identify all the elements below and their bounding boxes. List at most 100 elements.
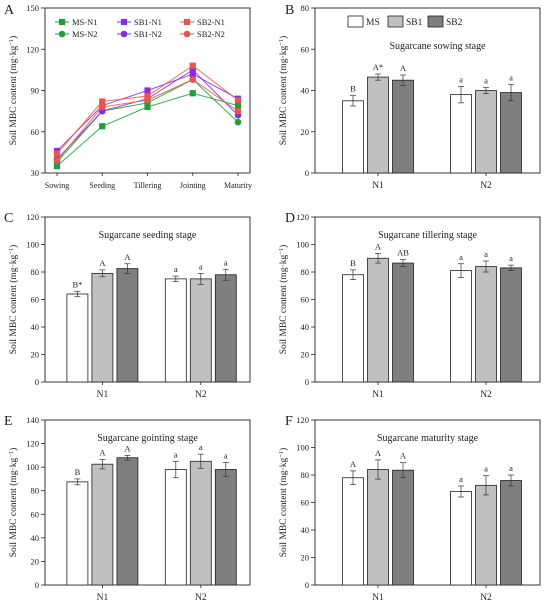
panel-f-title: Sugarcane maturity stage: [377, 433, 479, 444]
panel-b-legend-swatch: [427, 15, 444, 28]
panel-c-letter: C: [4, 211, 13, 226]
panel-c-xtick-label: N2: [195, 390, 207, 400]
panel-e-sig-letter: A: [99, 447, 106, 457]
panel-b-legend-label: SB2: [446, 18, 463, 28]
panel-a-ytick-label: 30: [31, 168, 40, 178]
panel-a-point-ms-n1: [99, 123, 106, 130]
panel-c-bar-sb2-n2: [214, 274, 237, 383]
panel-f-bar-ms-n1: [342, 477, 364, 586]
panel-e-ytick-label: 100: [26, 462, 39, 472]
panel-d-sig-letter: B: [350, 258, 356, 268]
panel-f-sig-letter: a: [459, 474, 463, 484]
panel-e-bar-ms-n2: [164, 469, 187, 586]
panel-a-legend-marker: [58, 18, 66, 26]
panel-d-bar-ms-n1: [342, 274, 364, 383]
panel-b-xtick-label: N2: [480, 181, 492, 191]
panel-c-sig-letter: a: [224, 257, 228, 267]
panel-c-sig-letter: A: [99, 258, 106, 268]
panel-c-ytick-label: 80: [31, 267, 40, 277]
panel-e-ytick-label: 40: [31, 533, 40, 543]
panel-a-ytick-label: 120: [26, 44, 39, 54]
panel-a-legend-label: SB1-N1: [134, 17, 162, 27]
panel-a-legend-marker: [58, 30, 66, 38]
panel-e-ytick-label: 80: [31, 486, 40, 496]
panel-d-xtick-label: N1: [372, 390, 384, 400]
panel-b-title: Sugarcane sowing stage: [389, 41, 486, 52]
panel-d-ytick-label: 100: [296, 240, 309, 250]
panel-a-legend-label: SB2-N1: [197, 17, 225, 27]
panel-b-bar-sb1-n2: [475, 90, 497, 174]
panel-e-ytick-label: 20: [31, 556, 40, 566]
panel-e-bar-sb1-n2: [189, 460, 212, 586]
panel-b-ytick-label: 60: [301, 44, 310, 54]
panel-b-ylabel: Soil MBC content (mg·kg−1): [278, 36, 290, 146]
panel-e-sig-letter: B: [75, 467, 81, 477]
panel-c-ytick-label: 20: [31, 350, 40, 360]
panel-f-sig-letter: a: [509, 463, 513, 473]
panel-a-point-ms-n2: [234, 118, 242, 126]
panel-b-bar-sb2-n2: [500, 92, 522, 174]
panel-f-ytick-label: 120: [296, 415, 309, 425]
panel-c-sig-letter: a: [199, 261, 203, 271]
panel-a-xtick-label: Jointing: [180, 181, 206, 190]
panel-e-bar-ms-n1: [66, 481, 89, 586]
panel-e-xtick-label: N2: [195, 593, 207, 603]
panel-d-ytick-label: 120: [296, 212, 309, 222]
panel-c-ylabel: Soil MBC content (mg·kg−1): [8, 245, 20, 355]
panel-a-point-sb2-n2: [144, 96, 151, 104]
panel-f-xtick-label: N1: [372, 593, 384, 603]
panel-e-ylabel: Soil MBC content (mg·kg−1): [8, 448, 20, 558]
panel-a-series-line-sb1-n1: [56, 73, 239, 152]
panel-b-ytick-label: 80: [301, 3, 310, 13]
panel-a-point-sb2-n2: [234, 107, 242, 115]
panel-c-bar-sb1-n2: [189, 278, 212, 383]
panel-f-bar-sb2-n2: [500, 480, 522, 586]
panel-a-ytick-label: 150: [26, 3, 39, 13]
panel-a-ylabel: Soil MBC content (mg·kg−1): [8, 36, 20, 146]
panel-f-sig-letter: a: [484, 464, 488, 474]
panel-b-bar-sb1-n1: [367, 76, 389, 174]
panel-c-sig-letter: B*: [72, 279, 82, 289]
panel-c-ytick-label: 120: [26, 212, 39, 222]
panel-b-sig-letter: a: [484, 75, 488, 85]
panel-a-point-sb2-n1: [234, 97, 242, 104]
panel-e-ytick-label: 140: [26, 415, 39, 425]
panel-f-bar-sb1-n1: [367, 469, 389, 586]
panel-d-ylabel: Soil MBC content (mg·kg−1): [278, 245, 290, 355]
panel-e-letter: E: [4, 414, 13, 429]
panel-d-bar-sb2-n2: [500, 267, 522, 383]
panel-b-sig-letter: A*: [373, 62, 383, 72]
panel-b-legend-label: SB1: [406, 18, 423, 28]
panel-c-ytick-label: 0: [35, 377, 39, 387]
panel-e-ytick-label: 120: [26, 439, 39, 449]
panel-b-sig-letter: A: [400, 63, 407, 73]
panel-d-xtick-label: N2: [480, 390, 492, 400]
panel-a-ytick-label: 60: [31, 127, 40, 137]
panel-a: A 30 60 90 120 150 Soil MBC content (mg·kg−1) S…: [4, 3, 252, 190]
panel-b-ytick-label: 0: [305, 168, 309, 178]
panel-a-point-sb1-n1: [144, 87, 151, 94]
panel-e-sig-letter: a: [199, 442, 203, 452]
panel-a-xtick-label: Tillering: [134, 181, 162, 190]
panel-a-xtick-label: Maturity: [224, 181, 252, 190]
panel-f-ytick-label: 0: [305, 580, 309, 590]
panel-e-ytick-label: 60: [31, 509, 40, 519]
panel-d-sig-letter: AB: [397, 248, 409, 258]
panel-b-legend-label: MS: [366, 18, 380, 28]
panel-a-series-line-sb1-n2: [56, 69, 239, 160]
panel-f-letter: F: [285, 414, 293, 429]
panel-a-letter: A: [4, 3, 15, 18]
panel-d-ytick-label: 20: [301, 350, 310, 360]
panel-a-point-sb2-n1: [99, 98, 106, 105]
panel-f-ytick-label: 80: [301, 470, 310, 480]
panel-b-ytick-label: 40: [301, 86, 310, 96]
panel-d-sig-letter: a: [509, 253, 513, 263]
panel-f-sig-letter: A: [400, 451, 407, 461]
panel-a-point-ms-n1: [234, 102, 242, 109]
panel-f-bar-sb2-n1: [392, 469, 414, 586]
panel-e-title: Sugarcane gointing stage: [97, 433, 198, 444]
panel-a-xtick-label: Sowing: [45, 181, 69, 190]
panel-d-ytick-label: 40: [301, 322, 310, 332]
panel-f-sig-letter: A: [375, 448, 382, 458]
